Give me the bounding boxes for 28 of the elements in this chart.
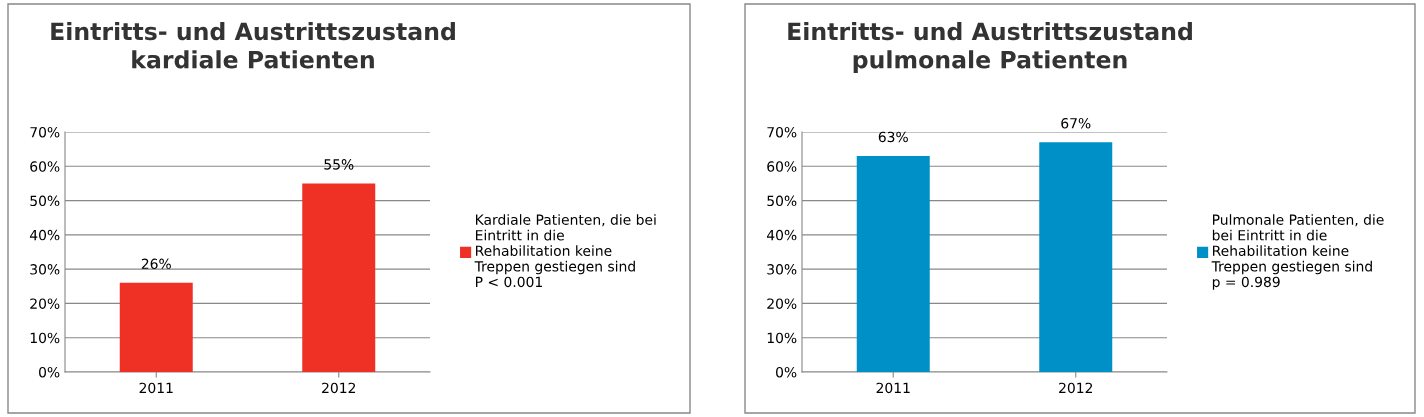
y-tick-label: 0% xyxy=(39,366,60,378)
data-label: 67% xyxy=(1061,117,1091,129)
legend-label: Kardiale Patienten, die bei Eintritt in die Rehabilitation keine Treppen gestiegen sind P < 0.001 xyxy=(474,214,656,288)
y-tick-label: 60% xyxy=(30,161,60,172)
y-tick-label: 50% xyxy=(767,195,797,207)
y-tick-label: 0% xyxy=(776,366,797,378)
chart-title: Eintritts- und Austrittszustand pulmonale Patienten xyxy=(788,22,1192,74)
y-tick-label: 20% xyxy=(30,298,60,309)
y-tick-label: 20% xyxy=(767,298,797,309)
data-label: 63% xyxy=(878,131,908,143)
y-tick-label: 50% xyxy=(30,195,60,207)
y-tick-label: 30% xyxy=(767,264,797,275)
legend-label: Pulmonale Patienten, die bei Eintritt in die Rehabilitation keine Treppen gestiegen sind p = 0.989 xyxy=(1211,214,1384,290)
x-tick-label: 2011 xyxy=(139,382,173,394)
x-tick-label: 2011 xyxy=(876,382,910,394)
y-tick-label: 10% xyxy=(30,332,60,344)
y-tick-label: 70% xyxy=(30,126,60,138)
x-tick-label: 2012 xyxy=(1059,382,1093,394)
y-tick-label: 40% xyxy=(29,229,60,241)
chart-title: Eintritts- und Austrittszustand kardiale Patienten xyxy=(51,22,455,69)
y-tick-label: 30% xyxy=(30,264,60,275)
y-tick-label: 70% xyxy=(767,126,797,138)
y-tick-label: 60% xyxy=(767,161,797,172)
y-tick-label: 10% xyxy=(767,332,797,344)
data-label: 26% xyxy=(141,258,171,270)
data-label: 55% xyxy=(324,159,354,170)
y-tick-label: 40% xyxy=(766,229,797,241)
x-tick-label: 2012 xyxy=(322,382,356,394)
